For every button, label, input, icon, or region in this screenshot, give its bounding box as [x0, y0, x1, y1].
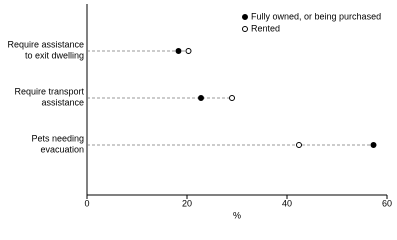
dot [185, 48, 192, 54]
dot [198, 95, 204, 101]
x-tick-label: 20 [182, 198, 192, 208]
x-axis-label: % [233, 210, 241, 220]
x-tick-label: 0 [84, 198, 89, 208]
dot [229, 95, 235, 101]
y-tick-label: Pets needing evacuation [31, 134, 84, 155]
legend-marker [242, 26, 248, 32]
chart: % 0 20 40 60 Require assistance to exit dwell… [7, 4, 392, 220]
dot [296, 142, 302, 148]
legend-label: Fully owned, or being purchased [251, 11, 381, 21]
legend-marker [242, 14, 248, 20]
x-tick-label: 40 [282, 198, 292, 208]
dot [370, 142, 377, 148]
y-tick-label: Require assistance to exit dwelling [7, 40, 84, 61]
legend-label: Rented [251, 23, 280, 33]
x-tick-label: 60 [382, 198, 392, 208]
dot [175, 48, 182, 54]
y-tick-label: Require transport assistance [14, 87, 84, 108]
